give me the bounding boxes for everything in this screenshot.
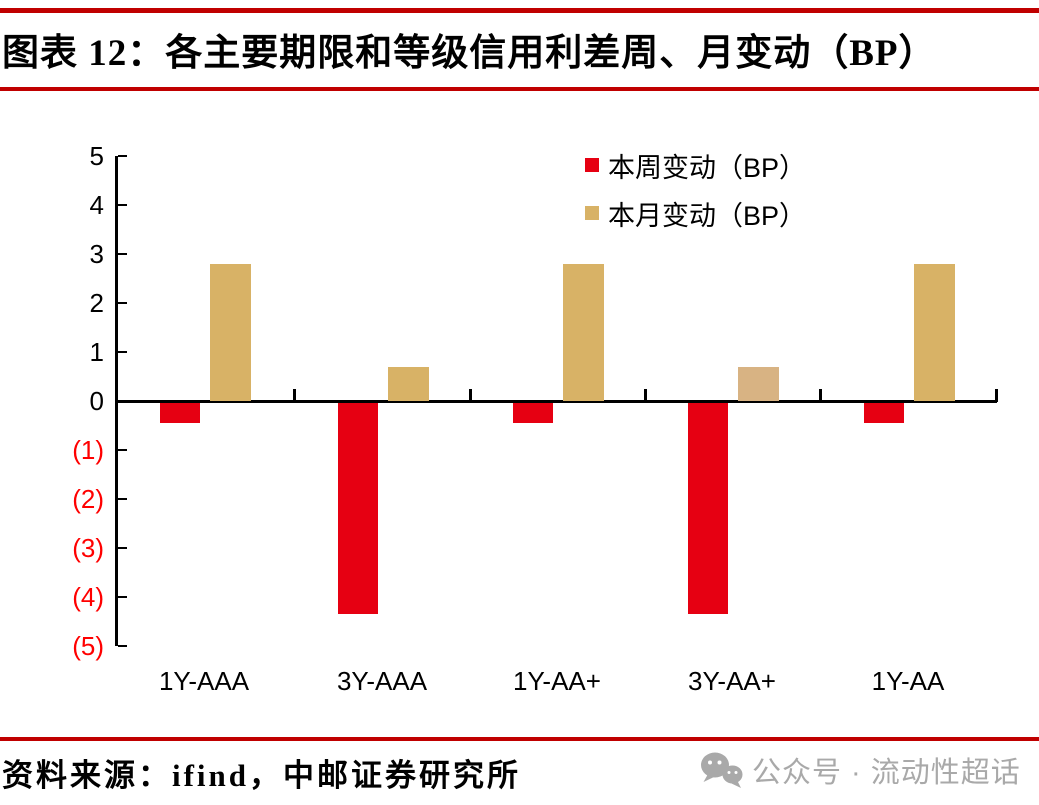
- y-tick-mark: [118, 449, 127, 451]
- footer-accent-rule: [0, 737, 1039, 741]
- bar-3Y-AA+-month: [738, 366, 779, 401]
- bar-3Y-AAA-week: [338, 403, 378, 614]
- legend-item: 本周变动（BP）: [585, 148, 807, 183]
- y-tick-label: (3): [72, 533, 104, 563]
- y-tick-label: (2): [72, 484, 104, 514]
- y-tick-label: (4): [72, 582, 104, 612]
- wechat-account-label: 公众号 · 流动性超话: [752, 757, 1021, 789]
- x-tick-mark: [995, 389, 998, 402]
- y-tick-label: 3: [89, 239, 104, 269]
- top-accent-rule: [0, 8, 1039, 13]
- x-tick-mark: [293, 389, 296, 402]
- y-tick-mark: [118, 400, 127, 402]
- y-tick-label: 4: [89, 190, 104, 220]
- legend-label: 本月变动（BP）: [608, 200, 807, 231]
- bar-1Y-AA-week: [864, 403, 904, 423]
- x-category-label: 3Y-AAA: [336, 666, 428, 696]
- y-tick-mark: [118, 351, 127, 353]
- x-tick-mark: [819, 389, 822, 402]
- y-tick-mark: [118, 302, 127, 304]
- y-tick-label: 5: [89, 141, 104, 171]
- legend-swatch: [585, 158, 599, 172]
- x-category-label: 1Y-AA+: [513, 666, 601, 696]
- y-tick-mark: [118, 547, 127, 549]
- x-tick-mark: [469, 389, 472, 402]
- y-tick-label: (5): [72, 631, 104, 661]
- chart-legend: 本周变动（BP） 本月变动（BP）: [585, 148, 806, 244]
- legend-item: 本月变动（BP）: [585, 196, 807, 231]
- wechat-account-badge: 公众号 · 流动性超话: [698, 744, 1038, 796]
- y-tick-mark: [118, 204, 127, 206]
- bar-3Y-AA+-week: [688, 403, 728, 614]
- data-source-text: 资料来源：ifind，中邮证券研究所: [2, 758, 522, 793]
- wechat-logo-icon: [701, 752, 743, 788]
- y-tick-mark: [118, 498, 127, 500]
- legend-swatch: [585, 206, 599, 220]
- legend-label: 本周变动（BP）: [608, 152, 807, 183]
- y-tick-label: 2: [89, 288, 104, 318]
- y-tick-label: 0: [89, 386, 104, 416]
- bar-1Y-AA-month: [914, 263, 955, 401]
- y-tick-mark: [118, 155, 127, 157]
- x-tick-mark: [644, 389, 647, 402]
- x-category-label: 1Y-AAA: [158, 666, 250, 696]
- y-tick-mark: [118, 596, 127, 598]
- x-axis-zero-line: [115, 400, 997, 403]
- bar-1Y-AAA-week: [160, 403, 200, 423]
- x-category-label: 3Y-AA+: [688, 666, 776, 696]
- bar-1Y-AAA-month: [210, 263, 251, 401]
- y-tick-label: (1): [72, 435, 104, 465]
- bar-3Y-AAA-month: [388, 366, 429, 401]
- y-tick-mark: [118, 253, 127, 255]
- y-tick-mark: [118, 645, 127, 647]
- title-underline-rule: [0, 87, 1039, 91]
- x-category-label: 1Y-AA: [871, 666, 945, 696]
- chart-title: 图表 12：各主要期限和等级信用利差周、月变动（BP）: [2, 33, 937, 74]
- bar-1Y-AA+-week: [513, 403, 553, 423]
- y-tick-label: 1: [89, 337, 104, 367]
- bar-1Y-AA+-month: [563, 263, 604, 401]
